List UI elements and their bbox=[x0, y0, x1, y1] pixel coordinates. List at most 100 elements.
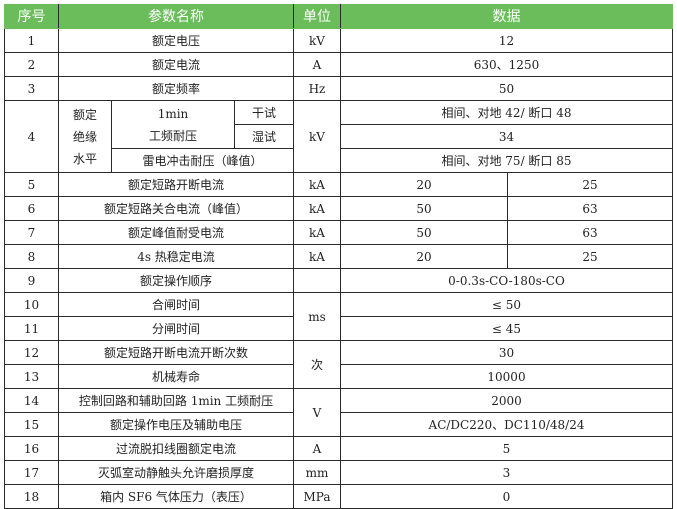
row-unit: Hz bbox=[293, 76, 341, 101]
row-name: 额定操作电压及辅助电压 bbox=[58, 412, 294, 437]
row-value: 10000 bbox=[340, 364, 673, 389]
row-value: 2000 bbox=[340, 388, 673, 413]
row-name: 灭弧室动静触头允许磨损厚度 bbox=[58, 460, 294, 485]
table-row: 2 额定电流 A 630、1250 bbox=[4, 52, 673, 77]
row-value: 30 bbox=[340, 340, 673, 365]
row-name: 额定频率 bbox=[58, 76, 294, 101]
cell-dry: 干试 bbox=[234, 100, 294, 125]
header-data: 数据 bbox=[340, 4, 673, 29]
row-seq: 5 bbox=[4, 172, 59, 197]
row-seq: 7 bbox=[4, 220, 59, 245]
table-row: 3 额定频率 Hz 50 bbox=[4, 76, 673, 101]
row-seq: 13 bbox=[4, 364, 59, 389]
row-seq: 8 bbox=[4, 244, 59, 269]
cell-1min: 1min bbox=[157, 106, 189, 121]
cell-power-frequency-label: 工频耐压 bbox=[148, 128, 197, 143]
row-value-1: 50 bbox=[340, 196, 508, 221]
row-seq: 4 bbox=[4, 100, 59, 173]
row-unit: kA bbox=[293, 220, 341, 245]
table-row: 湿试 34 bbox=[5, 124, 673, 149]
parameters-table: 序号 参数名称 单位 数据 1 额定电压 kV 12 2 额定电流 A 630、1250 3 额定… bbox=[4, 4, 673, 509]
table-row: 10 合闸时间 ms ≤ 50 bbox=[4, 292, 673, 341]
table-row: 5 额定短路开断电流 kA 20 25 bbox=[4, 172, 673, 197]
row-value: 50 bbox=[340, 76, 673, 101]
row-value-1: 20 bbox=[340, 244, 508, 269]
row-value-2: 25 bbox=[507, 244, 673, 269]
row-unit: V bbox=[293, 388, 341, 437]
row-seq: 14 bbox=[4, 388, 59, 413]
row-name: 合闸时间 bbox=[58, 292, 294, 317]
row-unit: kA bbox=[293, 196, 341, 221]
row-value: AC/DC220、DC110/48/24 bbox=[340, 412, 673, 437]
row-name: 分闸时间 bbox=[58, 316, 294, 341]
row-value: ≤ 45 bbox=[340, 316, 673, 341]
table-row: 7 额定峰值耐受电流 kA 50 63 bbox=[4, 220, 673, 245]
row-name: 控制回路和辅助回路 1min 工频耐压 bbox=[58, 388, 294, 413]
row-value-1: 20 bbox=[340, 172, 508, 197]
row-seq: 9 bbox=[4, 268, 59, 293]
row-value-2: 63 bbox=[507, 196, 673, 221]
row-seq: 12 bbox=[4, 340, 59, 365]
cell-lightning: 雷电冲击耐压（峰值） bbox=[111, 148, 294, 173]
header-name: 参数名称 bbox=[58, 4, 294, 29]
row-name: 额定短路开断电流开断次数 bbox=[58, 340, 294, 365]
row-seq: 17 bbox=[4, 460, 59, 485]
row-value-2: 25 bbox=[507, 172, 673, 197]
row-seq: 2 bbox=[4, 52, 59, 77]
row-seq: 15 bbox=[4, 412, 59, 437]
row-seq: 3 bbox=[4, 76, 59, 101]
row-unit: ms bbox=[293, 292, 341, 341]
row-unit: kA bbox=[293, 172, 341, 197]
table-row: 6 额定短路关合电流（峰值） kA 50 63 bbox=[4, 196, 673, 221]
table-row: 16 过流脱扣线圈额定电流 A 5 bbox=[4, 436, 673, 461]
table-row: 1 额定电压 kV 12 bbox=[4, 28, 673, 53]
table-row: 9 额定操作顺序 0-0.3s-CO-180s-CO bbox=[4, 268, 673, 293]
table-row: 14 控制回路和辅助回路 1min 工频耐压 V 2000 bbox=[4, 388, 673, 437]
row-name: 4s 热稳定电流 bbox=[58, 244, 294, 269]
table-row: 4 额定绝缘水平 1min 工频耐压 干试 kV 相间、对地 42/ 断口 48 bbox=[4, 100, 673, 173]
row-seq: 10 bbox=[4, 292, 59, 317]
row-seq: 6 bbox=[4, 196, 59, 221]
row-name: 额定操作顺序 bbox=[58, 268, 294, 293]
row-seq: 1 bbox=[4, 28, 59, 53]
row-unit: 次 bbox=[293, 340, 341, 389]
cell-group: 额定绝缘水平 bbox=[58, 100, 112, 173]
row-unit: A bbox=[293, 436, 341, 461]
row-name: 额定短路开断电流 bbox=[58, 172, 294, 197]
row-value: 0-0.3s-CO-180s-CO bbox=[340, 268, 673, 293]
table-row: 雷电冲击耐压（峰值） 相间、对地 75/ 断口 85 bbox=[5, 148, 673, 173]
table-header: 序号 参数名称 单位 数据 bbox=[4, 4, 673, 29]
row-value-1: 50 bbox=[340, 220, 508, 245]
row-value: 相间、对地 42/ 断口 48 bbox=[340, 100, 673, 125]
header-seq: 序号 bbox=[4, 4, 59, 29]
row-value: 12 bbox=[340, 28, 673, 53]
table-row: 8 4s 热稳定电流 kA 20 25 bbox=[4, 244, 673, 269]
row-name: 过流脱扣线圈额定电流 bbox=[58, 436, 294, 461]
cell-wet: 湿试 bbox=[234, 124, 294, 149]
row-unit bbox=[293, 268, 341, 293]
row-value: 3 bbox=[340, 460, 673, 485]
row-name: 额定峰值耐受电流 bbox=[58, 220, 294, 245]
table-row: 12 额定短路开断电流开断次数次 30 bbox=[4, 340, 673, 389]
row-unit: kA bbox=[293, 244, 341, 269]
row-unit: A bbox=[293, 52, 341, 77]
row-seq: 11 bbox=[4, 316, 59, 341]
row-name: 机械寿命 bbox=[58, 364, 294, 389]
row-unit: kV bbox=[293, 28, 341, 53]
row-name: 额定电压 bbox=[58, 28, 294, 53]
cell-power-frequency: 1min 工频耐压 bbox=[111, 100, 235, 149]
row-name: 额定电流 bbox=[58, 52, 294, 77]
row-value-2: 63 bbox=[507, 220, 673, 245]
row-unit: kV bbox=[293, 100, 341, 173]
row-value: 34 bbox=[340, 124, 673, 149]
row-seq: 16 bbox=[4, 436, 59, 461]
table-row: 13 机械寿命 10000 bbox=[4, 364, 673, 389]
table-row: 11 分闸时间 ≤ 45 bbox=[4, 316, 673, 341]
table-row: 17 灭弧室动静触头允许磨损厚度 mm 3 bbox=[4, 460, 673, 485]
row-unit: mm bbox=[293, 460, 341, 485]
row-value: 630、1250 bbox=[340, 52, 673, 77]
table-row: 15 额定操作电压及辅助电压 AC/DC220、DC110/48/24 bbox=[4, 412, 673, 437]
row-value: 相间、对地 75/ 断口 85 bbox=[340, 148, 673, 173]
row-value: 5 bbox=[340, 436, 673, 461]
row-name: 额定短路关合电流（峰值） bbox=[58, 196, 294, 221]
